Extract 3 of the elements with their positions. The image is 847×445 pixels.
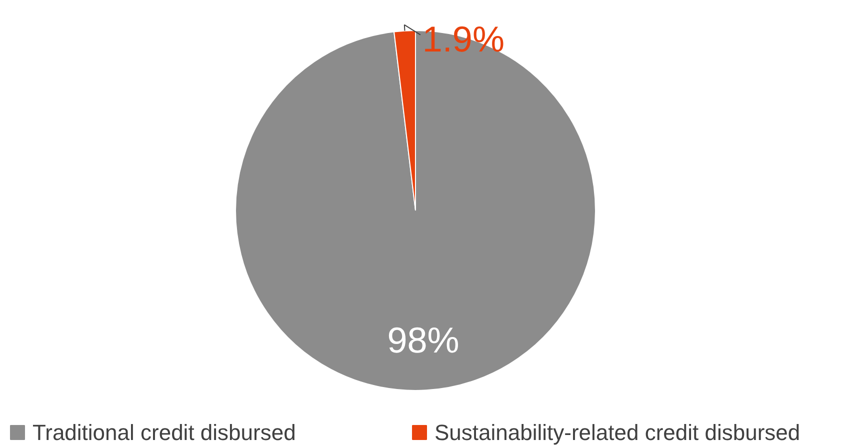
legend-label: Traditional credit disbursed (32, 420, 296, 445)
legend-label: Sustainability-related credit disbursed (434, 420, 800, 445)
data-label: 98% (387, 319, 460, 360)
